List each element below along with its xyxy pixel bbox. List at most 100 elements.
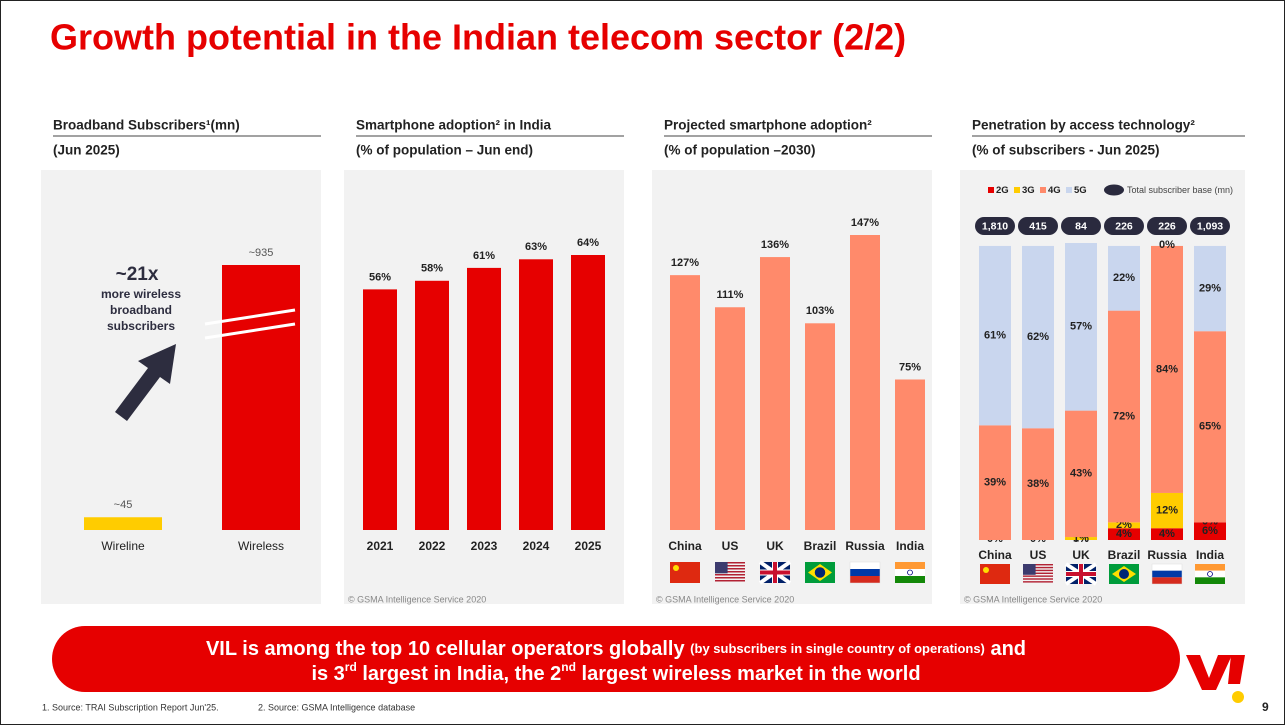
flag-part: [715, 562, 728, 574]
value-label: 147%: [851, 217, 879, 229]
category-label: UK: [766, 539, 784, 553]
category-label: India: [1196, 548, 1224, 562]
flag-part: [850, 569, 880, 576]
footnote: 2. Source: GSMA Intelligence database: [258, 702, 415, 712]
bar: [415, 280, 449, 530]
bar: [850, 235, 880, 530]
flag-part: [715, 568, 745, 570]
flag-part: [1152, 577, 1182, 584]
flag-part: [849, 561, 881, 584]
flag-part: [1023, 572, 1053, 574]
value-label: 111%: [717, 289, 744, 301]
flag-part: [715, 571, 745, 573]
logo: [1186, 655, 1245, 703]
flag-part: [1195, 570, 1225, 578]
legend-label: 2G: [996, 185, 1009, 196]
flag-part: [715, 574, 745, 576]
slide-title: Growth potential in the Indian telecom s…: [50, 17, 906, 58]
footnote: 1. Source: TRAI Subscription Report Jun'…: [42, 702, 219, 712]
legend-swatch: [1066, 187, 1072, 193]
legend-swatch: [1014, 187, 1020, 193]
chart-title: Penetration by access technology²: [972, 118, 1195, 133]
bar-segment: [1108, 245, 1140, 311]
axis-break: [204, 322, 296, 340]
flag-part: [980, 564, 1010, 584]
value-label: 63%: [525, 241, 547, 253]
total-label: 226: [1115, 220, 1133, 232]
value-label: 22%: [1113, 272, 1135, 284]
flag: [1023, 564, 1053, 583]
bar-segment: [1065, 243, 1097, 411]
annotation-title: ~21x: [116, 264, 159, 285]
flag: [895, 562, 925, 583]
flag: [1109, 564, 1139, 584]
annotation-text: subscribers: [107, 319, 175, 333]
category-label: India: [896, 539, 924, 553]
category-label: 2024: [523, 539, 550, 553]
value-label: 0%: [1159, 239, 1175, 251]
category-label: 2023: [471, 539, 498, 553]
flag-part: [1152, 570, 1182, 578]
legend-swatch: [1104, 184, 1124, 196]
category-label: UK: [1072, 548, 1090, 562]
annotation-text: broadband: [110, 303, 172, 317]
value-label: ~935: [249, 247, 274, 259]
banner-line: VIL is among the top 10 cellular operato…: [206, 638, 1026, 660]
flag-part: [1152, 564, 1182, 571]
legend-label: 4G: [1048, 185, 1061, 196]
bar-segment: [979, 425, 1011, 540]
flag: [805, 562, 835, 583]
flag-part: [1023, 578, 1053, 580]
value-label: 29%: [1199, 282, 1221, 294]
flag-part: [895, 576, 925, 583]
total-pill: [1018, 217, 1058, 235]
banner-text: is 3: [311, 663, 344, 685]
total-label: 84: [1075, 220, 1087, 232]
bar-segment: [1194, 245, 1226, 332]
flag-part: [673, 565, 679, 571]
bar: [670, 275, 700, 530]
value-label: 61%: [473, 250, 495, 262]
flag-part: [670, 562, 700, 583]
category-label: China: [978, 548, 1012, 562]
value-label: 65%: [1199, 421, 1221, 433]
flag-part: [1195, 577, 1225, 584]
category-label: Wireline: [101, 539, 145, 553]
flag-part: [1023, 566, 1053, 569]
legend-label: Total subscriber base (mn): [1127, 185, 1233, 195]
value-label: 6%: [1202, 525, 1218, 537]
banner-text: largest wireless market in the world: [576, 663, 921, 685]
total-pill: [975, 217, 1015, 235]
bar: [467, 267, 501, 530]
value-label: 4%: [1116, 528, 1132, 540]
bar-segment: [1022, 245, 1054, 429]
flag-part: [895, 569, 925, 576]
category-label: Russia: [845, 539, 885, 553]
flag-part: [1151, 563, 1183, 585]
bar-segment: [1108, 522, 1140, 529]
chart-subtitle: (% of subscribers - Jun 2025): [972, 143, 1160, 158]
axis-break: [204, 308, 296, 326]
flag-part: [1023, 569, 1053, 572]
flag-part: [1023, 575, 1053, 577]
legend-label: 5G: [1074, 185, 1087, 196]
chart-subtitle: (% of population –2030): [664, 143, 816, 158]
value-label: ~45: [114, 499, 133, 511]
source-note: © GSMA Intelligence Service 2020: [656, 594, 794, 604]
value-label: 61%: [984, 330, 1006, 342]
chart-title: Broadband Subscribers¹(mn): [53, 118, 240, 133]
page-number: 9: [1262, 700, 1269, 714]
annotation-text: more wireless: [101, 287, 181, 301]
category-label: US: [1030, 548, 1047, 562]
value-label: 103%: [806, 305, 834, 317]
chart-subtitle: (% of population – Jun end): [356, 143, 533, 158]
legend-swatch: [988, 187, 994, 193]
flag-part: [1023, 581, 1053, 583]
value-label: 84%: [1156, 363, 1178, 375]
flag-part: [983, 567, 989, 573]
category-label: 2021: [367, 539, 394, 553]
banner-text: largest in India, the 2: [357, 663, 562, 685]
category-label: Brazil: [1108, 548, 1141, 562]
legend-label: 3G: [1022, 185, 1035, 196]
